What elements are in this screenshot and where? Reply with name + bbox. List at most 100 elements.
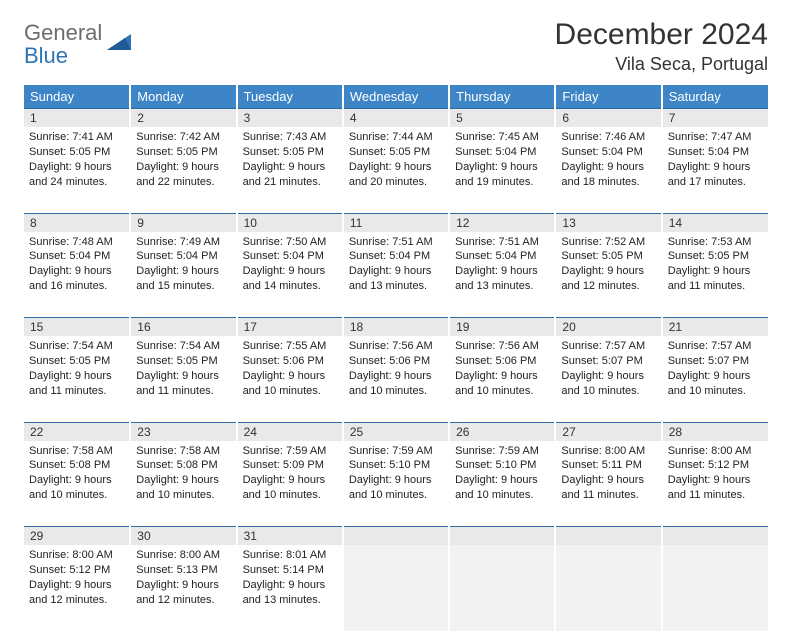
logo-triangle-icon xyxy=(107,32,133,52)
weekday-header: Tuesday xyxy=(237,85,343,109)
day-cell-body: Sunrise: 7:45 AMSunset: 5:04 PMDaylight:… xyxy=(450,127,554,195)
day-number-cell xyxy=(662,527,768,546)
calendar-table: SundayMondayTuesdayWednesdayThursdayFrid… xyxy=(24,85,768,631)
location: Vila Seca, Portugal xyxy=(555,54,768,75)
day-cell: Sunrise: 7:54 AMSunset: 5:05 PMDaylight:… xyxy=(24,336,130,422)
day-cell-body: Sunrise: 7:59 AMSunset: 5:09 PMDaylight:… xyxy=(238,441,342,509)
day-cell-body: Sunrise: 7:54 AMSunset: 5:05 PMDaylight:… xyxy=(24,336,129,404)
day-cell: Sunrise: 7:50 AMSunset: 5:04 PMDaylight:… xyxy=(237,232,343,318)
day-cell: Sunrise: 7:59 AMSunset: 5:10 PMDaylight:… xyxy=(449,441,555,527)
day-cell: Sunrise: 7:42 AMSunset: 5:05 PMDaylight:… xyxy=(130,127,236,213)
day-cell: Sunrise: 7:57 AMSunset: 5:07 PMDaylight:… xyxy=(555,336,661,422)
day-number-cell: 3 xyxy=(237,109,343,128)
day-number-row: 15161718192021 xyxy=(24,318,768,337)
day-number-cell: 20 xyxy=(555,318,661,337)
day-cell: Sunrise: 7:58 AMSunset: 5:08 PMDaylight:… xyxy=(130,441,236,527)
day-cell-body: Sunrise: 8:00 AMSunset: 5:11 PMDaylight:… xyxy=(556,441,660,509)
weekday-header-row: SundayMondayTuesdayWednesdayThursdayFrid… xyxy=(24,85,768,109)
day-cell xyxy=(449,545,555,631)
week-row: Sunrise: 7:48 AMSunset: 5:04 PMDaylight:… xyxy=(24,232,768,318)
day-number-cell: 7 xyxy=(662,109,768,128)
day-cell: Sunrise: 7:51 AMSunset: 5:04 PMDaylight:… xyxy=(449,232,555,318)
day-cell-body: Sunrise: 8:01 AMSunset: 5:14 PMDaylight:… xyxy=(238,545,342,613)
logo: General Blue xyxy=(24,22,133,68)
header: General Blue December 2024 Vila Seca, Po… xyxy=(24,18,768,75)
day-number-cell: 30 xyxy=(130,527,236,546)
day-cell: Sunrise: 7:46 AMSunset: 5:04 PMDaylight:… xyxy=(555,127,661,213)
day-cell: Sunrise: 7:47 AMSunset: 5:04 PMDaylight:… xyxy=(662,127,768,213)
day-cell: Sunrise: 7:43 AMSunset: 5:05 PMDaylight:… xyxy=(237,127,343,213)
day-number-cell: 10 xyxy=(237,213,343,232)
day-cell xyxy=(662,545,768,631)
day-cell-body: Sunrise: 7:58 AMSunset: 5:08 PMDaylight:… xyxy=(131,441,235,509)
day-number-row: 293031 xyxy=(24,527,768,546)
day-cell-body: Sunrise: 7:42 AMSunset: 5:05 PMDaylight:… xyxy=(131,127,235,195)
month-title: December 2024 xyxy=(555,18,768,52)
day-number-cell: 27 xyxy=(555,422,661,441)
day-number-cell: 6 xyxy=(555,109,661,128)
week-row: Sunrise: 7:41 AMSunset: 5:05 PMDaylight:… xyxy=(24,127,768,213)
logo-text-block: General Blue xyxy=(24,22,102,68)
day-cell-body: Sunrise: 7:54 AMSunset: 5:05 PMDaylight:… xyxy=(131,336,235,404)
day-cell-body: Sunrise: 7:56 AMSunset: 5:06 PMDaylight:… xyxy=(344,336,448,404)
day-cell: Sunrise: 7:45 AMSunset: 5:04 PMDaylight:… xyxy=(449,127,555,213)
day-cell-body: Sunrise: 7:58 AMSunset: 5:08 PMDaylight:… xyxy=(24,441,129,509)
day-cell: Sunrise: 7:49 AMSunset: 5:04 PMDaylight:… xyxy=(130,232,236,318)
day-cell-body: Sunrise: 7:59 AMSunset: 5:10 PMDaylight:… xyxy=(450,441,554,509)
day-number-cell: 8 xyxy=(24,213,130,232)
day-cell: Sunrise: 8:01 AMSunset: 5:14 PMDaylight:… xyxy=(237,545,343,631)
day-number-cell: 19 xyxy=(449,318,555,337)
day-number-cell: 2 xyxy=(130,109,236,128)
day-number-cell: 28 xyxy=(662,422,768,441)
day-number-cell xyxy=(555,527,661,546)
weekday-header: Monday xyxy=(130,85,236,109)
day-number-cell: 12 xyxy=(449,213,555,232)
day-number-cell: 29 xyxy=(24,527,130,546)
day-cell: Sunrise: 7:51 AMSunset: 5:04 PMDaylight:… xyxy=(343,232,449,318)
day-cell: Sunrise: 7:48 AMSunset: 5:04 PMDaylight:… xyxy=(24,232,130,318)
day-cell: Sunrise: 7:59 AMSunset: 5:09 PMDaylight:… xyxy=(237,441,343,527)
day-cell-body: Sunrise: 7:49 AMSunset: 5:04 PMDaylight:… xyxy=(131,232,235,300)
day-cell xyxy=(343,545,449,631)
day-cell: Sunrise: 7:41 AMSunset: 5:05 PMDaylight:… xyxy=(24,127,130,213)
day-number-cell: 9 xyxy=(130,213,236,232)
day-cell-body: Sunrise: 7:41 AMSunset: 5:05 PMDaylight:… xyxy=(24,127,129,195)
day-cell-body: Sunrise: 8:00 AMSunset: 5:12 PMDaylight:… xyxy=(663,441,768,509)
day-number-cell: 31 xyxy=(237,527,343,546)
day-cell-body: Sunrise: 7:56 AMSunset: 5:06 PMDaylight:… xyxy=(450,336,554,404)
day-cell-body: Sunrise: 7:48 AMSunset: 5:04 PMDaylight:… xyxy=(24,232,129,300)
day-cell: Sunrise: 7:56 AMSunset: 5:06 PMDaylight:… xyxy=(449,336,555,422)
weekday-header: Wednesday xyxy=(343,85,449,109)
day-cell: Sunrise: 7:57 AMSunset: 5:07 PMDaylight:… xyxy=(662,336,768,422)
day-number-row: 22232425262728 xyxy=(24,422,768,441)
day-number-row: 1234567 xyxy=(24,109,768,128)
weekday-header: Thursday xyxy=(449,85,555,109)
day-number-cell: 25 xyxy=(343,422,449,441)
day-cell xyxy=(555,545,661,631)
day-number-cell: 24 xyxy=(237,422,343,441)
week-row: Sunrise: 7:54 AMSunset: 5:05 PMDaylight:… xyxy=(24,336,768,422)
day-number-cell: 14 xyxy=(662,213,768,232)
weekday-header: Saturday xyxy=(662,85,768,109)
logo-word-general: General xyxy=(24,20,102,45)
day-cell-body: Sunrise: 8:00 AMSunset: 5:13 PMDaylight:… xyxy=(131,545,235,613)
logo-word-blue: Blue xyxy=(24,43,68,68)
day-cell: Sunrise: 7:59 AMSunset: 5:10 PMDaylight:… xyxy=(343,441,449,527)
day-number-cell: 26 xyxy=(449,422,555,441)
day-cell: Sunrise: 8:00 AMSunset: 5:13 PMDaylight:… xyxy=(130,545,236,631)
day-number-cell: 5 xyxy=(449,109,555,128)
day-cell: Sunrise: 8:00 AMSunset: 5:12 PMDaylight:… xyxy=(662,441,768,527)
day-cell: Sunrise: 8:00 AMSunset: 5:11 PMDaylight:… xyxy=(555,441,661,527)
day-number-cell: 17 xyxy=(237,318,343,337)
day-number-cell: 15 xyxy=(24,318,130,337)
day-cell-body: Sunrise: 7:43 AMSunset: 5:05 PMDaylight:… xyxy=(238,127,342,195)
day-cell-body: Sunrise: 7:47 AMSunset: 5:04 PMDaylight:… xyxy=(663,127,768,195)
day-cell: Sunrise: 7:58 AMSunset: 5:08 PMDaylight:… xyxy=(24,441,130,527)
day-number-cell: 23 xyxy=(130,422,236,441)
day-cell-body: Sunrise: 7:51 AMSunset: 5:04 PMDaylight:… xyxy=(344,232,448,300)
week-row: Sunrise: 7:58 AMSunset: 5:08 PMDaylight:… xyxy=(24,441,768,527)
day-number-cell: 11 xyxy=(343,213,449,232)
day-cell: Sunrise: 7:56 AMSunset: 5:06 PMDaylight:… xyxy=(343,336,449,422)
weekday-header: Friday xyxy=(555,85,661,109)
day-number-cell: 21 xyxy=(662,318,768,337)
